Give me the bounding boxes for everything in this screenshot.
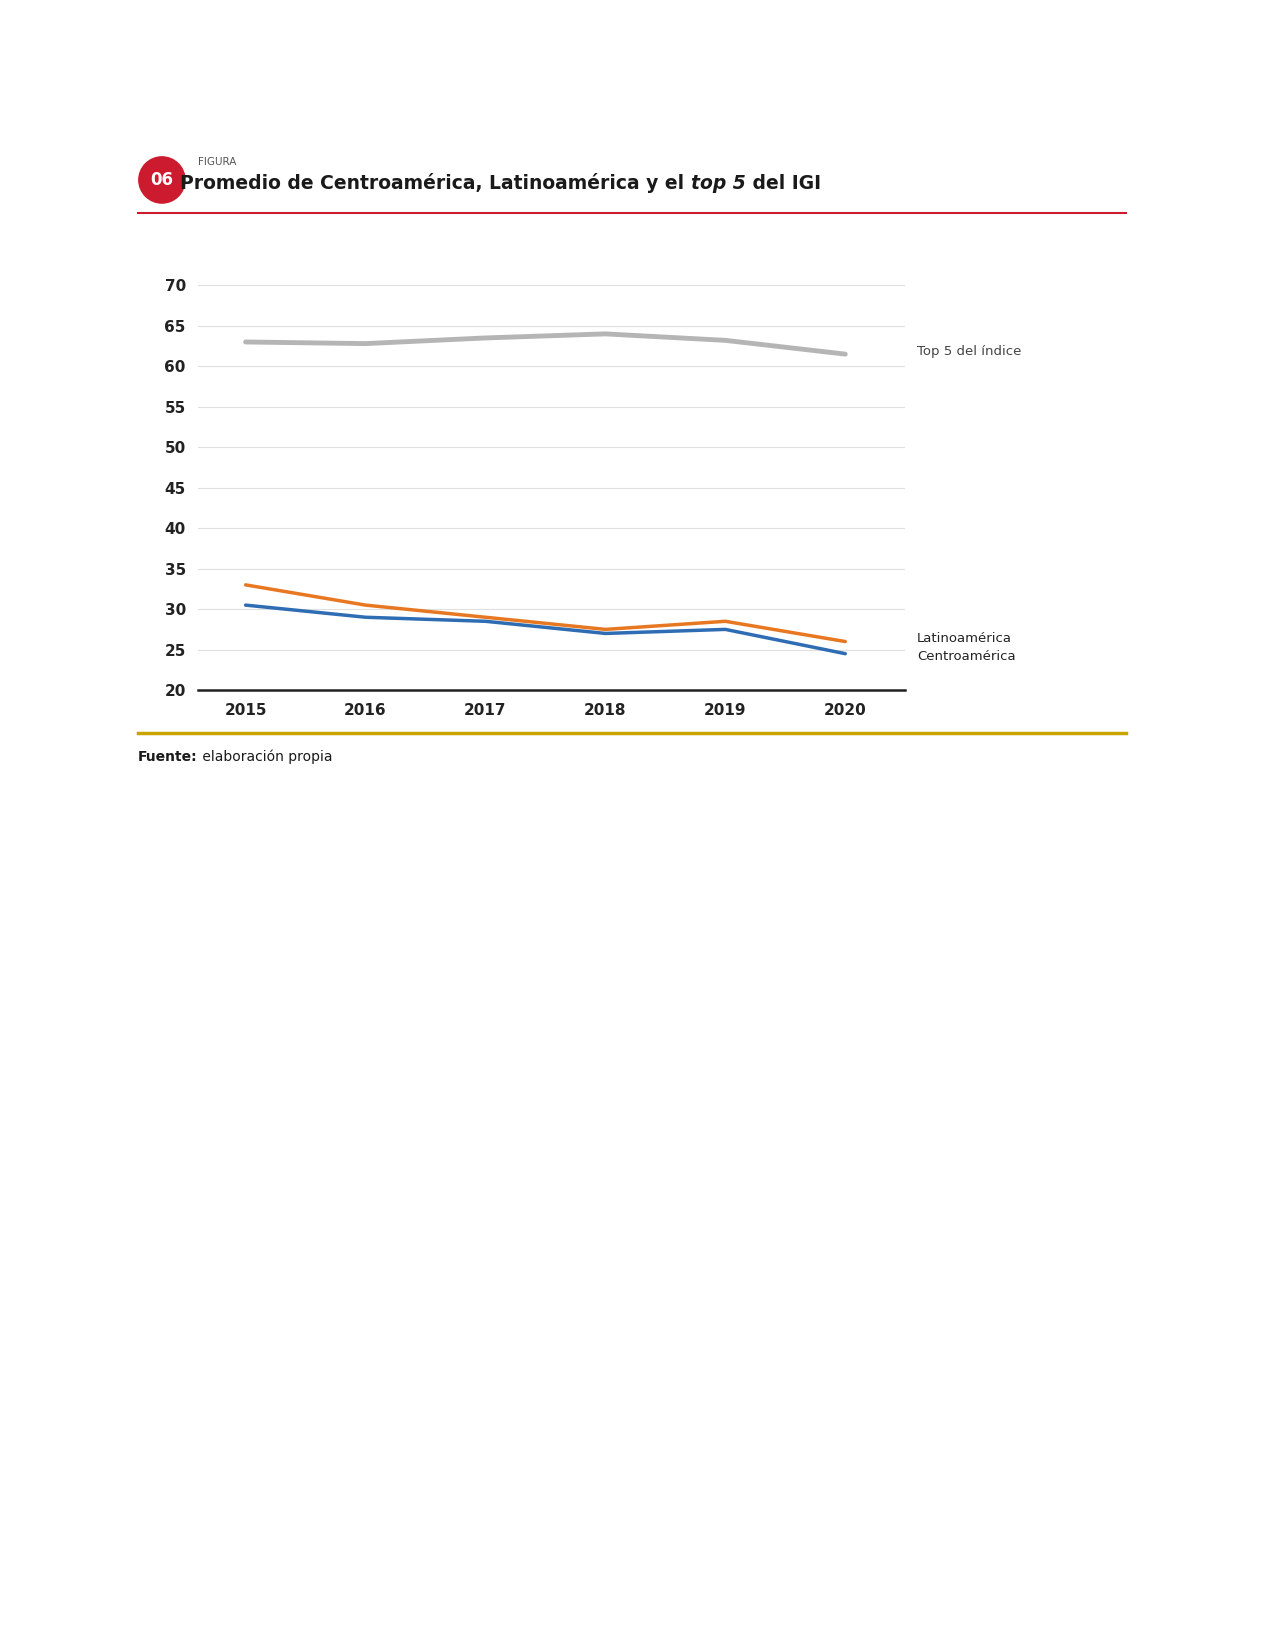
Text: Top 5 del índice: Top 5 del índice xyxy=(917,345,1021,358)
Text: elaboración propia: elaboración propia xyxy=(198,750,332,764)
Circle shape xyxy=(139,157,185,203)
Text: FIGURA: FIGURA xyxy=(198,157,236,167)
Text: top 5: top 5 xyxy=(691,173,746,193)
Text: Centroamérica: Centroamérica xyxy=(917,650,1016,664)
Text: del IGI: del IGI xyxy=(746,173,821,193)
Text: Fuente:: Fuente: xyxy=(138,750,198,763)
Text: 06: 06 xyxy=(150,172,173,188)
Text: Latinoamérica: Latinoamérica xyxy=(917,632,1012,646)
Text: Promedio de Centroamérica, Latinoamérica y el: Promedio de Centroamérica, Latinoamérica… xyxy=(181,173,691,193)
